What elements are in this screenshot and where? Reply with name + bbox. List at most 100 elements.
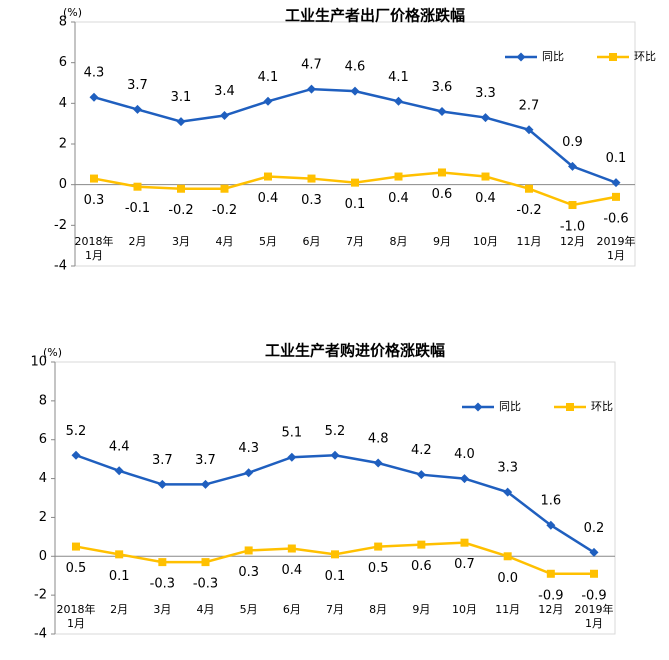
- data-point: [460, 474, 469, 484]
- data-point: [201, 558, 210, 567]
- legend-marker: [516, 52, 526, 62]
- data-point: [351, 178, 359, 187]
- data-point: [307, 84, 316, 94]
- x-tick-label: 9月: [412, 603, 430, 616]
- data-label: 3.7: [127, 78, 148, 93]
- y-tick-label: 4: [39, 471, 47, 486]
- x-tick-label: 5月: [259, 235, 277, 248]
- data-point: [350, 86, 360, 96]
- data-label: 4.7: [301, 58, 322, 73]
- data-label: 4.1: [258, 70, 279, 85]
- data-label: 0.1: [345, 197, 366, 212]
- data-label: 4.6: [345, 60, 366, 75]
- x-tick-label: 8月: [390, 235, 408, 248]
- data-label: -0.2: [168, 203, 193, 218]
- x-tick-label: 8月: [369, 603, 387, 616]
- y-tick-label: 2: [59, 137, 67, 152]
- data-point: [546, 520, 556, 530]
- data-label: 0.5: [368, 561, 389, 576]
- chart-title: 工业生产者购进价格涨跌幅: [265, 342, 445, 360]
- data-point: [287, 452, 297, 462]
- data-label: 0.7: [454, 557, 475, 572]
- data-label: 4.8: [368, 432, 389, 447]
- y-tick-label: -4: [54, 259, 67, 274]
- data-point: [568, 161, 577, 171]
- y-tick-label: -2: [54, 218, 67, 233]
- data-label: -0.2: [516, 203, 541, 218]
- x-tick-label: 3月: [172, 235, 190, 248]
- x-tick-label: 10月: [452, 603, 477, 616]
- data-point: [177, 184, 185, 193]
- data-point: [264, 172, 272, 181]
- data-label: 0.1: [109, 569, 130, 584]
- data-label: 0.3: [238, 565, 259, 580]
- data-point: [157, 479, 167, 489]
- data-label: 0.4: [281, 563, 302, 578]
- legend-marker: [609, 53, 617, 61]
- legend-label: 同比: [542, 50, 564, 63]
- x-tick-label: 9月: [433, 235, 451, 248]
- data-point: [331, 550, 339, 559]
- data-label: 4.0: [454, 447, 475, 462]
- data-label: 0.4: [258, 191, 279, 206]
- data-label: -0.9: [581, 588, 606, 603]
- data-label: -0.3: [150, 577, 175, 592]
- x-tick-label: 2019年 1月: [597, 234, 636, 262]
- data-point: [220, 184, 229, 193]
- y-axis-label: (%): [63, 6, 82, 19]
- data-label: 0.1: [325, 569, 346, 584]
- data-point: [524, 125, 534, 135]
- data-point: [394, 172, 403, 181]
- data-point: [244, 468, 254, 478]
- data-label: 3.7: [195, 453, 216, 468]
- data-point: [72, 542, 80, 551]
- data-label: 3.6: [432, 80, 453, 95]
- data-label: 4.2: [411, 443, 432, 458]
- y-tick-label: 6: [59, 55, 67, 70]
- x-tick-label: 5月: [240, 603, 258, 616]
- data-point: [546, 569, 555, 578]
- y-tick-label: 4: [59, 96, 67, 111]
- data-label: 3.7: [152, 453, 173, 468]
- data-point: [503, 487, 513, 497]
- x-tick-label: 6月: [283, 603, 301, 616]
- legend-label: 环比: [634, 50, 656, 63]
- data-label: 0.0: [497, 571, 518, 586]
- y-tick-label: 8: [59, 15, 67, 30]
- data-point: [176, 117, 186, 127]
- legend-marker: [566, 403, 574, 411]
- data-point: [525, 184, 533, 193]
- data-label: 0.3: [301, 193, 322, 208]
- data-label: 4.3: [238, 441, 259, 456]
- data-point: [220, 111, 229, 121]
- data-label: 0.4: [475, 191, 496, 206]
- y-tick-label: 0: [59, 177, 67, 192]
- data-point: [460, 538, 469, 547]
- y-tick-label: 8: [39, 393, 47, 408]
- x-tick-label: 12月: [538, 603, 563, 616]
- x-tick-label: 2月: [129, 235, 147, 248]
- data-point: [158, 558, 167, 567]
- data-label: 0.4: [388, 191, 409, 206]
- data-point: [89, 92, 99, 102]
- y-tick-label: 6: [39, 432, 47, 447]
- data-label: 3.4: [214, 84, 235, 99]
- data-label: -0.2: [212, 203, 237, 218]
- data-point: [568, 201, 577, 209]
- x-tick-label: 7月: [346, 235, 364, 248]
- x-tick-label: 2019年 1月: [575, 602, 614, 630]
- data-point: [612, 192, 620, 201]
- data-point: [417, 540, 426, 549]
- legend-label: 同比: [499, 400, 521, 413]
- data-label: 0.3: [84, 193, 105, 208]
- data-point: [307, 174, 316, 183]
- x-tick-label: 12月: [560, 235, 585, 248]
- data-label: 3.1: [171, 90, 192, 105]
- data-point: [481, 172, 490, 181]
- chart-title: 工业生产者出厂价格涨跌幅: [285, 7, 465, 25]
- data-point: [115, 550, 124, 559]
- data-label: -0.6: [603, 211, 628, 226]
- data-label: 0.2: [584, 521, 605, 536]
- data-point: [287, 544, 296, 553]
- data-point: [373, 458, 383, 468]
